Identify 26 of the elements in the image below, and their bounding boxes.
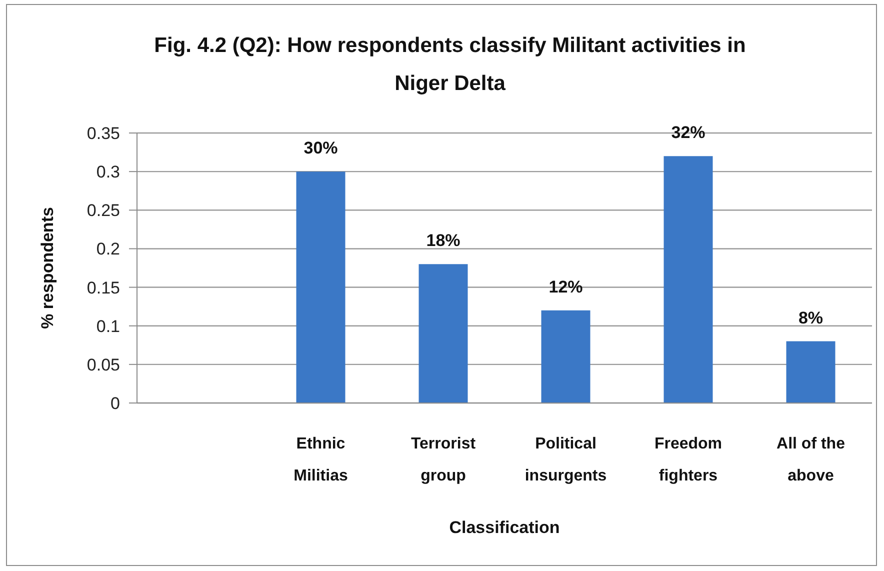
y-tick-label: 0.15 [86,278,120,298]
y-tick-label: 0.2 [96,240,120,259]
data-label: 32% [671,123,706,142]
y-tick-label: 0.1 [96,316,120,336]
y-tick-label: 0.35 [86,124,120,144]
bar [786,341,836,403]
y-axis-title: % respondents [38,207,56,329]
x-tick-label: Political insurgents [524,435,607,484]
chart-title: Fig. 4.2 (Q2): How respondents classify Militant activities in Niger Delta [153,33,747,97]
y-tick-label: 0.3 [96,162,120,182]
bar [418,264,468,403]
x-tick-label: Terrorist group [410,435,476,484]
data-label: 8% [798,308,824,328]
bar [664,156,713,403]
x-tick-label: Freedom fighters [654,435,722,484]
bar [541,310,590,403]
data-label: 12% [548,277,583,296]
y-tick-label: 0.05 [86,355,120,374]
x-tick-label: All of the above [776,435,846,484]
x-axis-title: Classification [449,518,560,537]
x-tick-label: Ethnic Militias [294,435,348,484]
y-tick-label: 0 [110,394,120,414]
bar [296,172,346,403]
data-label: 18% [426,231,460,250]
data-label: 30% [304,138,338,158]
y-tick-label: 0.25 [86,201,120,220]
